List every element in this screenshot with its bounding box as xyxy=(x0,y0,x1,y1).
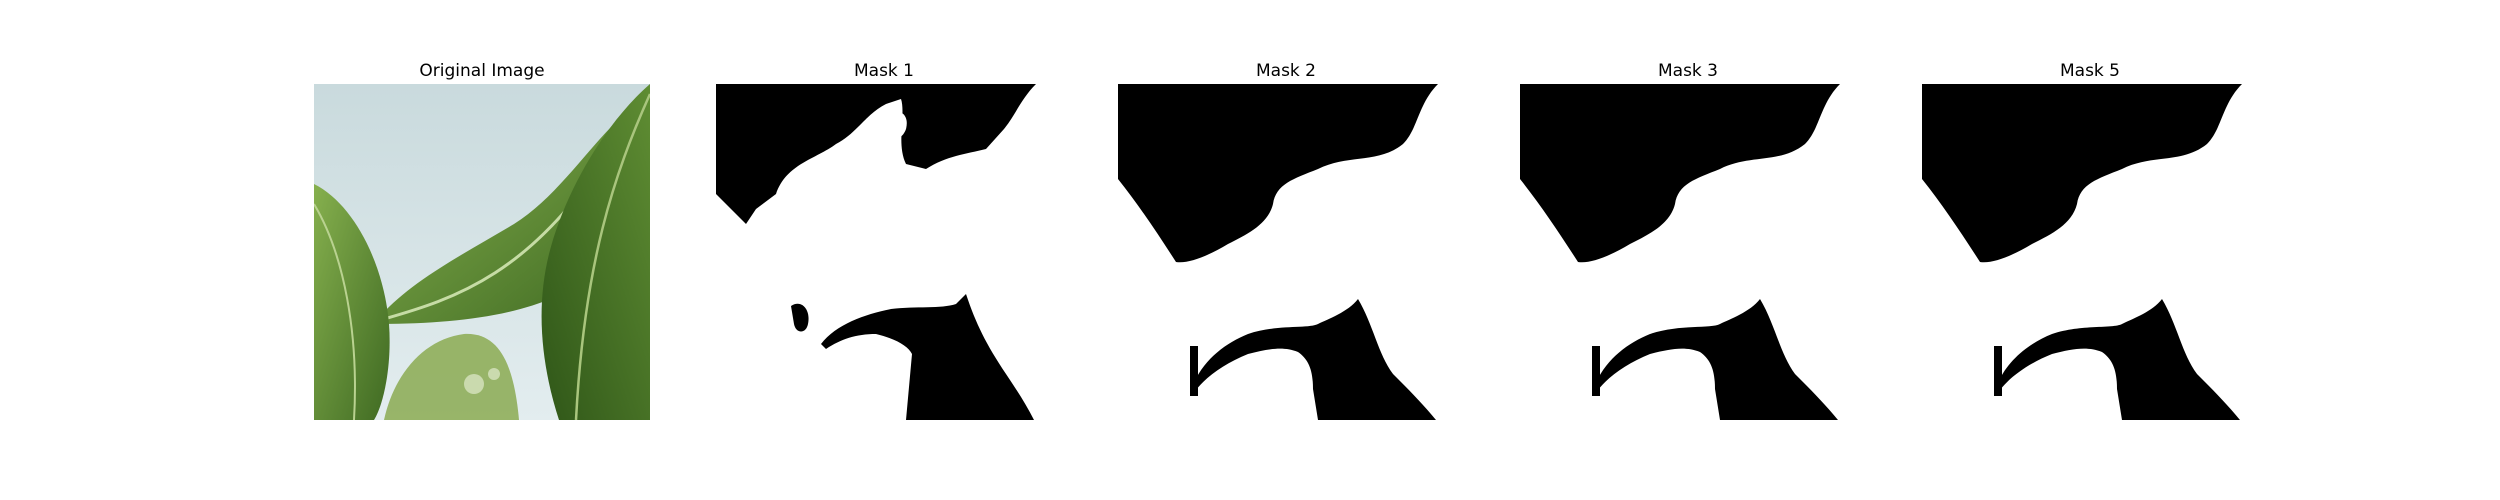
panel-mask-2: Mask 2 xyxy=(1118,58,1454,420)
panel-title: Mask 5 xyxy=(1922,58,2258,84)
panel-original-image: Original Image xyxy=(314,58,650,420)
panel-title: Mask 2 xyxy=(1118,58,1454,84)
mask-image-2 xyxy=(1118,84,1454,420)
panel-mask-5: Mask 5 xyxy=(1922,58,2258,420)
panel-mask-1: Mask 1 xyxy=(716,58,1052,420)
original-image xyxy=(314,84,650,420)
panel-title: Mask 1 xyxy=(716,58,1052,84)
mask-image-3 xyxy=(1520,84,1856,420)
panel-mask-3: Mask 3 xyxy=(1520,58,1856,420)
mask-image-5 xyxy=(1922,84,2258,420)
panel-title: Original Image xyxy=(314,58,650,84)
mask-image-1 xyxy=(716,84,1052,420)
panel-title: Mask 3 xyxy=(1520,58,1856,84)
